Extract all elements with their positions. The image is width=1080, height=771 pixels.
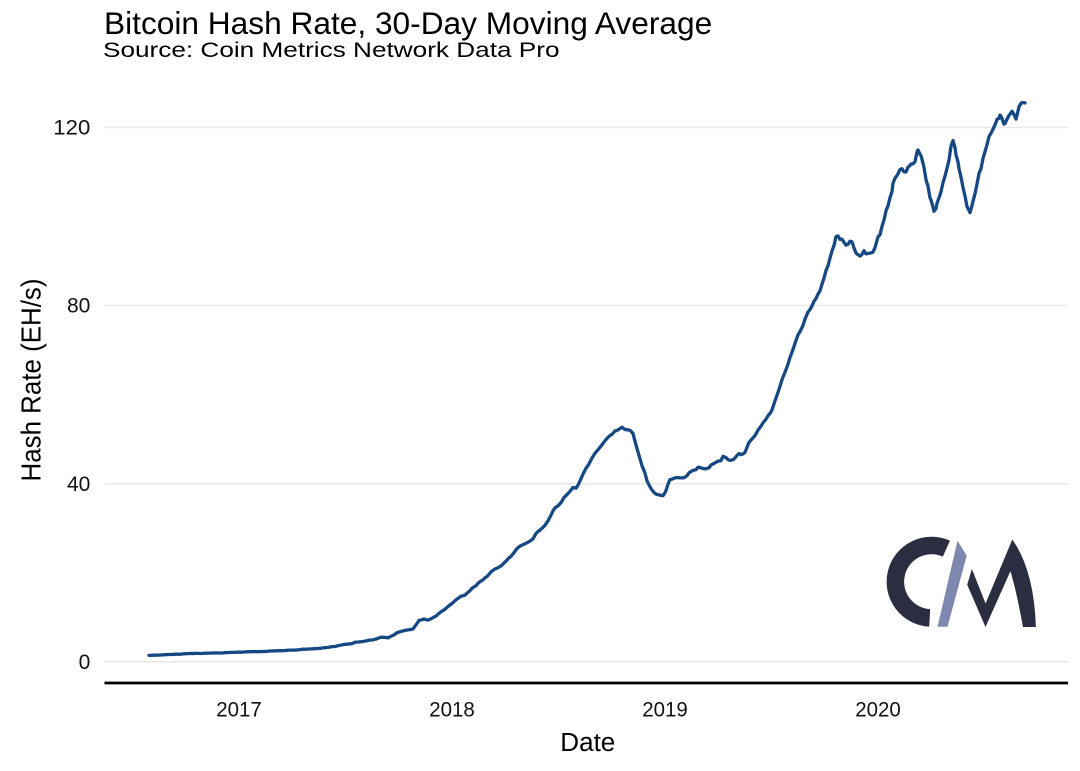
svg-text:2018: 2018 — [429, 699, 475, 722]
svg-text:80: 80 — [67, 295, 90, 318]
svg-text:2017: 2017 — [216, 699, 262, 722]
svg-text:Date: Date — [560, 727, 615, 757]
svg-text:120: 120 — [53, 117, 90, 140]
svg-text:Source: Coin Metrics Network D: Source: Coin Metrics Network Data Pro — [103, 38, 560, 62]
svg-text:Hash Rate (EH/s): Hash Rate (EH/s) — [16, 279, 47, 482]
svg-text:40: 40 — [67, 473, 90, 496]
svg-text:2020: 2020 — [855, 699, 901, 722]
svg-text:2019: 2019 — [642, 699, 688, 722]
svg-text:0: 0 — [79, 651, 91, 674]
svg-text:Bitcoin Hash Rate, 30-Day Movi: Bitcoin Hash Rate, 30-Day Moving Average — [104, 5, 712, 41]
